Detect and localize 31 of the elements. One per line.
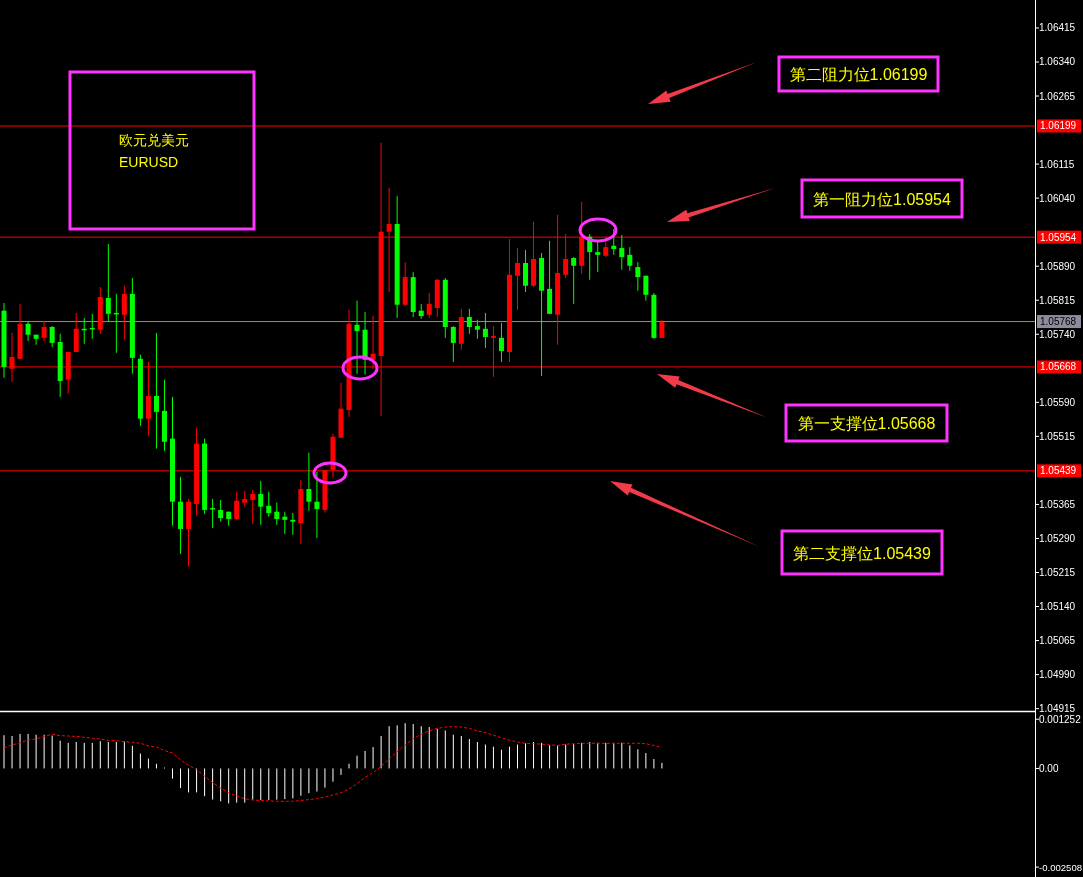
y-tick-label: 1.05515 bbox=[1039, 430, 1076, 442]
y-tick-label: 1.05290 bbox=[1039, 532, 1076, 544]
y-tick-label: 1.05140 bbox=[1039, 601, 1076, 613]
y-tick-label: 1.06040 bbox=[1039, 192, 1076, 204]
y-tick-label: 1.06115 bbox=[1039, 158, 1075, 170]
y-tick-label: 1.06340 bbox=[1039, 56, 1076, 68]
text: 欧元兑美元 bbox=[119, 132, 189, 148]
y-tick-label: 1.05590 bbox=[1039, 396, 1076, 408]
ref-line-label: 1.05439 bbox=[1040, 465, 1077, 477]
ref-line-label: 1.05668 bbox=[1040, 361, 1077, 373]
ref-line-label: 1.05954 bbox=[1040, 231, 1077, 243]
y-tick-label: 1.05815 bbox=[1039, 294, 1076, 306]
y-tick-label: 1.05890 bbox=[1039, 260, 1076, 272]
annotation: 第一阻力位1.05954 bbox=[813, 190, 952, 208]
y-tick-label: 1.04915 bbox=[1039, 703, 1076, 715]
y-tick-label: 1.06265 bbox=[1039, 90, 1076, 102]
y-tick-label: 1.05740 bbox=[1039, 328, 1076, 340]
annotation: 第二支撑位1.05439 bbox=[793, 544, 932, 562]
y-tick-label: 1.05215 bbox=[1039, 567, 1076, 578]
ref-line-label: 1.06199 bbox=[1040, 120, 1077, 132]
y-tick-label: 0.00 bbox=[1039, 762, 1059, 774]
y-tick-label: 1.06415 bbox=[1039, 22, 1076, 34]
y-tick-label: 0.001252 bbox=[1039, 713, 1082, 725]
y-tick-label: 1.05365 bbox=[1039, 498, 1076, 510]
y-tick-label: 1.04990 bbox=[1039, 669, 1076, 681]
annotation: 第二阻力位1.06199 bbox=[789, 66, 928, 83]
ref-line-label: 1.05768 bbox=[1040, 316, 1077, 328]
annotation: 第一支撑位1.05668 bbox=[797, 415, 936, 432]
y-tick-label: 1.05065 bbox=[1039, 635, 1076, 647]
text: EURUSD bbox=[119, 154, 179, 170]
y-tick-label: -0.002508 bbox=[1039, 861, 1082, 873]
